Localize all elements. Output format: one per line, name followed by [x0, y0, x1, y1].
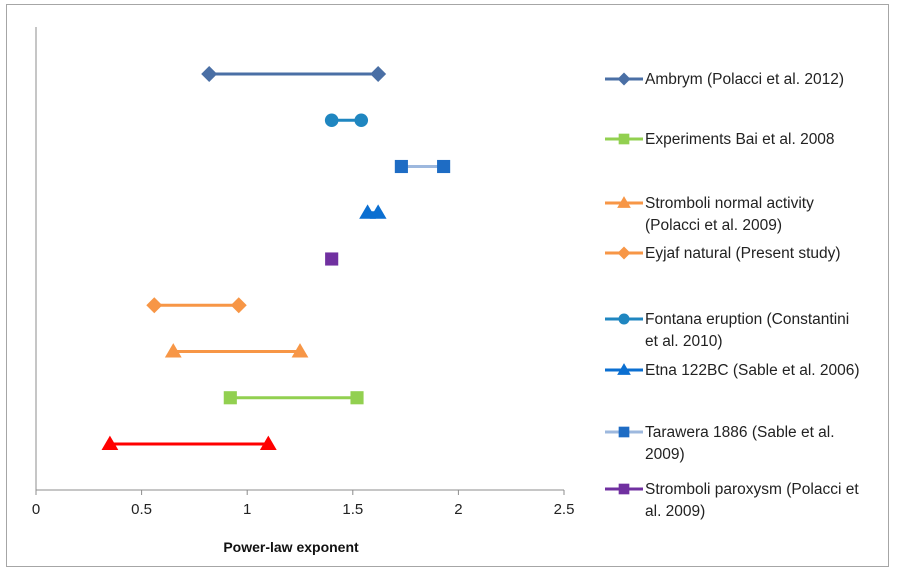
legend-item: Tarawera 1886 (Sable et al. 2009) — [605, 424, 835, 463]
legend-item: Fontana eruption (Constantini et al. 2010… — [605, 311, 849, 350]
legend-label: al. 2009) — [645, 503, 705, 520]
range-point-high — [437, 159, 451, 174]
legend-marker — [618, 426, 630, 438]
legend-item: Stromboli normal activity (Polacci et al.… — [605, 195, 814, 234]
legend-label: Stromboli normal activity — [645, 195, 814, 212]
range-point-low — [359, 204, 376, 219]
x-axis-title: Power-law exponent — [223, 539, 359, 555]
x-axis: 0 0.5 1 1.5 2 2.5 Power-law exponent — [32, 27, 575, 555]
legend-marker — [617, 246, 631, 260]
legend-item: Etna 122BC (Sable et al. 2006) — [605, 362, 860, 379]
range-point-low — [324, 113, 339, 128]
x-tick-label: 0.5 — [131, 501, 152, 518]
range-point-high — [370, 66, 387, 82]
range-point-low — [201, 66, 218, 82]
legend-marker — [618, 133, 630, 145]
series-range — [223, 391, 364, 405]
x-tick-label: 2.5 — [554, 501, 575, 518]
range-point-high — [350, 391, 364, 405]
legend-marker — [617, 363, 631, 375]
series-range — [101, 435, 277, 451]
series-range — [359, 204, 387, 219]
range-point-low — [394, 159, 408, 174]
legend-item: Stromboli paroxysm (Polacci et al. 2009) — [605, 481, 859, 520]
legend-marker — [618, 313, 630, 325]
legend-label: Fontana eruption (Constantini — [645, 311, 849, 328]
series-range — [164, 343, 309, 358]
range-point-high — [230, 297, 247, 314]
range-point-low — [164, 343, 182, 358]
series-range — [146, 297, 247, 314]
legend: Ambrym (Polacci et al. 2012) Experiments … — [605, 71, 860, 520]
x-tick-label: 1.5 — [342, 501, 363, 518]
legend-item: Eyjaf natural (Present study) — [605, 245, 841, 262]
legend-marker — [617, 196, 631, 208]
range-point-low — [223, 391, 237, 405]
legend-label: et al. 2010) — [645, 333, 723, 350]
range-point-high — [354, 113, 369, 128]
legend-label: (Polacci et al. 2009) — [645, 217, 782, 234]
series-range — [324, 113, 369, 128]
x-tick-label: 1 — [243, 501, 251, 518]
legend-label: Ambrym (Polacci et al. 2012) — [645, 71, 844, 88]
legend-marker — [617, 72, 631, 86]
range-point-high — [259, 435, 277, 451]
legend-label: Eyjaf natural (Present study) — [645, 245, 841, 262]
legend-label: Experiments Bai et al. 2008 — [645, 131, 835, 148]
legend-item: Ambrym (Polacci et al. 2012) — [605, 71, 844, 88]
legend-label: Etna 122BC (Sable et al. 2006) — [645, 362, 860, 379]
series-range — [325, 252, 339, 266]
range-point-high — [369, 204, 387, 219]
chart-frame — [6, 4, 889, 567]
range-point-low — [146, 297, 163, 314]
series-range — [394, 159, 451, 174]
legend-label: 2009) — [645, 446, 685, 463]
x-tick-label: 0 — [32, 501, 40, 518]
legend-item: Experiments Bai et al. 2008 — [605, 131, 835, 148]
series-range — [201, 66, 387, 82]
legend-label: Stromboli paroxysm (Polacci et — [645, 481, 859, 498]
series-ranges — [101, 66, 451, 451]
range-point-low — [101, 435, 119, 451]
legend-label: Tarawera 1886 (Sable et al. — [645, 424, 835, 441]
range-point-low — [325, 252, 339, 266]
x-tick-label: 2 — [454, 501, 462, 518]
legend-marker — [618, 483, 630, 495]
range-point-high — [291, 343, 309, 358]
